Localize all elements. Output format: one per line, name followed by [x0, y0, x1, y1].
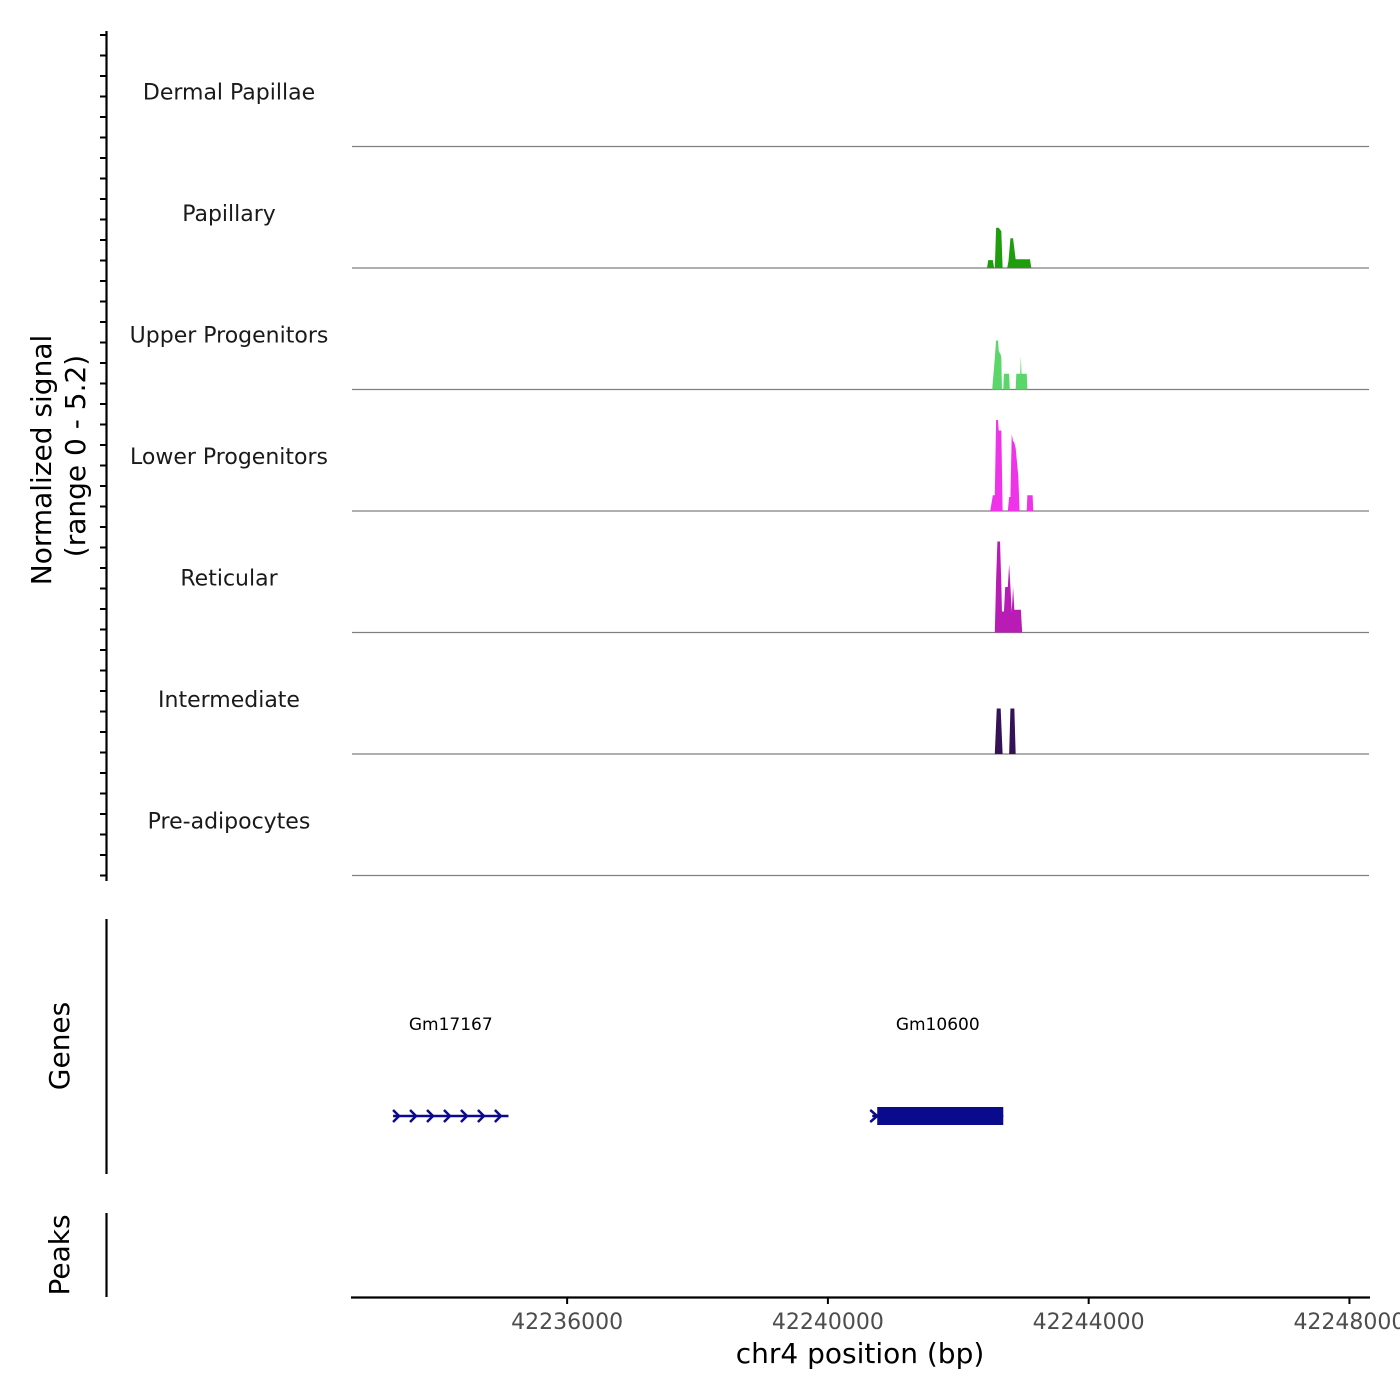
coverage-peak: [1007, 434, 1020, 511]
peaks-panel-label: Peaks: [43, 1214, 76, 1295]
gene-gm17167: Gm17167: [392, 1015, 509, 1123]
coverage-peak: [1009, 708, 1016, 754]
signal-y-axis-ticks: [100, 34, 106, 877]
gene-exon: [877, 1107, 1004, 1125]
track-intermediate: Intermediate: [158, 688, 1369, 755]
track-label: Reticular: [180, 567, 278, 592]
coverage-peak: [1026, 495, 1034, 511]
x-tick-label: 42248000: [1293, 1310, 1400, 1335]
genes-track: Gm17167 Gm10600: [392, 1015, 1004, 1125]
coverage-peak: [1007, 238, 1032, 268]
coverage-peak: [1015, 356, 1028, 390]
signal-tracks: Dermal Papillae Papillary Upper Progenitor…: [130, 81, 1369, 877]
gene-strand-arrow: [494, 1109, 503, 1123]
gene-strand-arrow: [460, 1109, 469, 1123]
coverage-peak: [1003, 373, 1010, 390]
track-label: Papillary: [182, 202, 276, 227]
x-axis-title: chr4 position (bp): [736, 1337, 985, 1370]
coverage-peak: [994, 541, 1023, 633]
track-upper-progenitors: Upper Progenitors: [130, 324, 1369, 391]
track-pre-adipocytes: Pre-adipocytes: [148, 810, 1369, 877]
coverage-peak: [994, 708, 1003, 754]
y-axis-label-line1: Normalized signal: [25, 335, 58, 586]
x-tick-label: 42240000: [772, 1310, 884, 1335]
y-axis-label-line2: (range 0 - 5.2): [59, 355, 92, 557]
gene-label: Gm17167: [409, 1015, 493, 1035]
track-label: Dermal Papillae: [143, 81, 315, 106]
x-tick-label: 42236000: [511, 1310, 623, 1335]
gene-strand-arrow: [869, 1109, 880, 1123]
track-label: Lower Progenitors: [130, 445, 328, 470]
coverage-peak: [986, 260, 995, 268]
gene-strand-arrow: [443, 1109, 452, 1123]
track-label: Pre-adipocytes: [148, 810, 311, 835]
gene-label: Gm10600: [896, 1015, 980, 1035]
genes-panel-label: Genes: [43, 1002, 76, 1090]
track-papillary: Papillary: [182, 202, 1369, 269]
track-reticular: Reticular: [180, 541, 1369, 634]
gene-strand-arrow: [392, 1109, 401, 1123]
x-axis-ticks: 42236000 42240000 42244000 42248000: [511, 1297, 1400, 1335]
coverage-peak: [990, 420, 1003, 511]
coverage-peak: [994, 227, 1003, 268]
gene-strand-arrow: [477, 1109, 486, 1123]
gene-gm10600: Gm10600: [869, 1015, 1004, 1125]
gene-strand-arrow: [409, 1109, 418, 1123]
gene-strand-arrow: [426, 1109, 435, 1123]
track-dermal-papillae: Dermal Papillae: [143, 81, 1369, 148]
track-label: Intermediate: [158, 688, 300, 713]
x-tick-label: 42244000: [1033, 1310, 1145, 1335]
track-lower-progenitors: Lower Progenitors: [130, 420, 1369, 512]
track-label: Upper Progenitors: [130, 324, 329, 349]
coverage-peak: [992, 340, 1002, 390]
